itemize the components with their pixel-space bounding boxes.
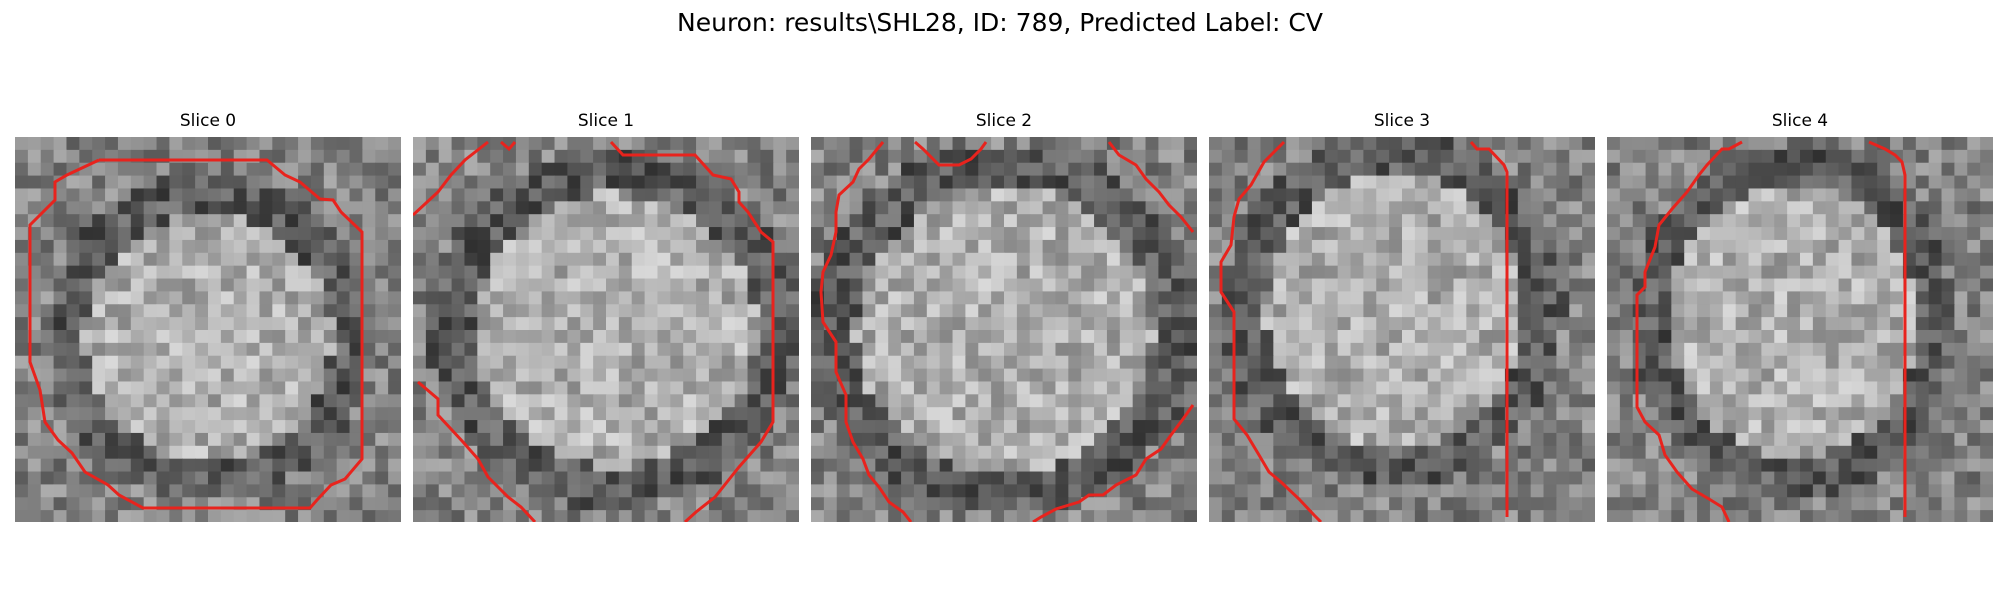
pixel-grid <box>811 137 1197 522</box>
slice-image <box>1607 137 1993 522</box>
contour-line <box>1635 140 1743 522</box>
slice-image <box>1209 137 1595 522</box>
slice-title: Slice 1 <box>577 111 635 131</box>
contour-line <box>413 140 489 217</box>
contour-line <box>500 140 517 152</box>
contour-line <box>914 140 988 167</box>
slice-image-svg <box>15 137 401 522</box>
contour-line <box>417 380 537 522</box>
slice-title: Slice 0 <box>179 111 237 131</box>
slice-title: Slice 4 <box>1771 111 1829 131</box>
contour-line <box>28 158 364 510</box>
slice-image <box>413 137 799 522</box>
slice-title: Slice 2 <box>975 111 1033 131</box>
slice-image-svg <box>413 137 799 522</box>
contour-line <box>819 141 913 522</box>
pixel-grid <box>1209 137 1595 522</box>
contour-line <box>1469 141 1509 517</box>
slice-panel-0: Slice 0 <box>15 105 401 522</box>
slice-image-svg <box>811 137 1197 522</box>
slice-image-svg <box>1209 137 1595 522</box>
slice-image <box>811 137 1197 522</box>
slice-image <box>15 137 401 522</box>
contour-line <box>1107 141 1195 233</box>
slice-panel-3: Slice 3 <box>1209 105 1595 522</box>
pixel-grid <box>15 137 401 522</box>
contour-line <box>609 140 775 522</box>
slice-title: Slice 3 <box>1373 111 1431 131</box>
slice-panel-4: Slice 4 <box>1607 105 1993 522</box>
contour-line <box>1219 140 1323 522</box>
figure-title: Neuron: results\SHL28, ID: 789, Predicte… <box>677 8 1323 37</box>
slice-image-svg <box>1607 137 1993 522</box>
slice-panel-1: Slice 1 <box>413 105 799 522</box>
slice-panel-2: Slice 2 <box>811 105 1197 522</box>
contour-line <box>1032 404 1195 522</box>
pixel-grid <box>1607 137 1993 522</box>
contour-line <box>1868 140 1907 517</box>
